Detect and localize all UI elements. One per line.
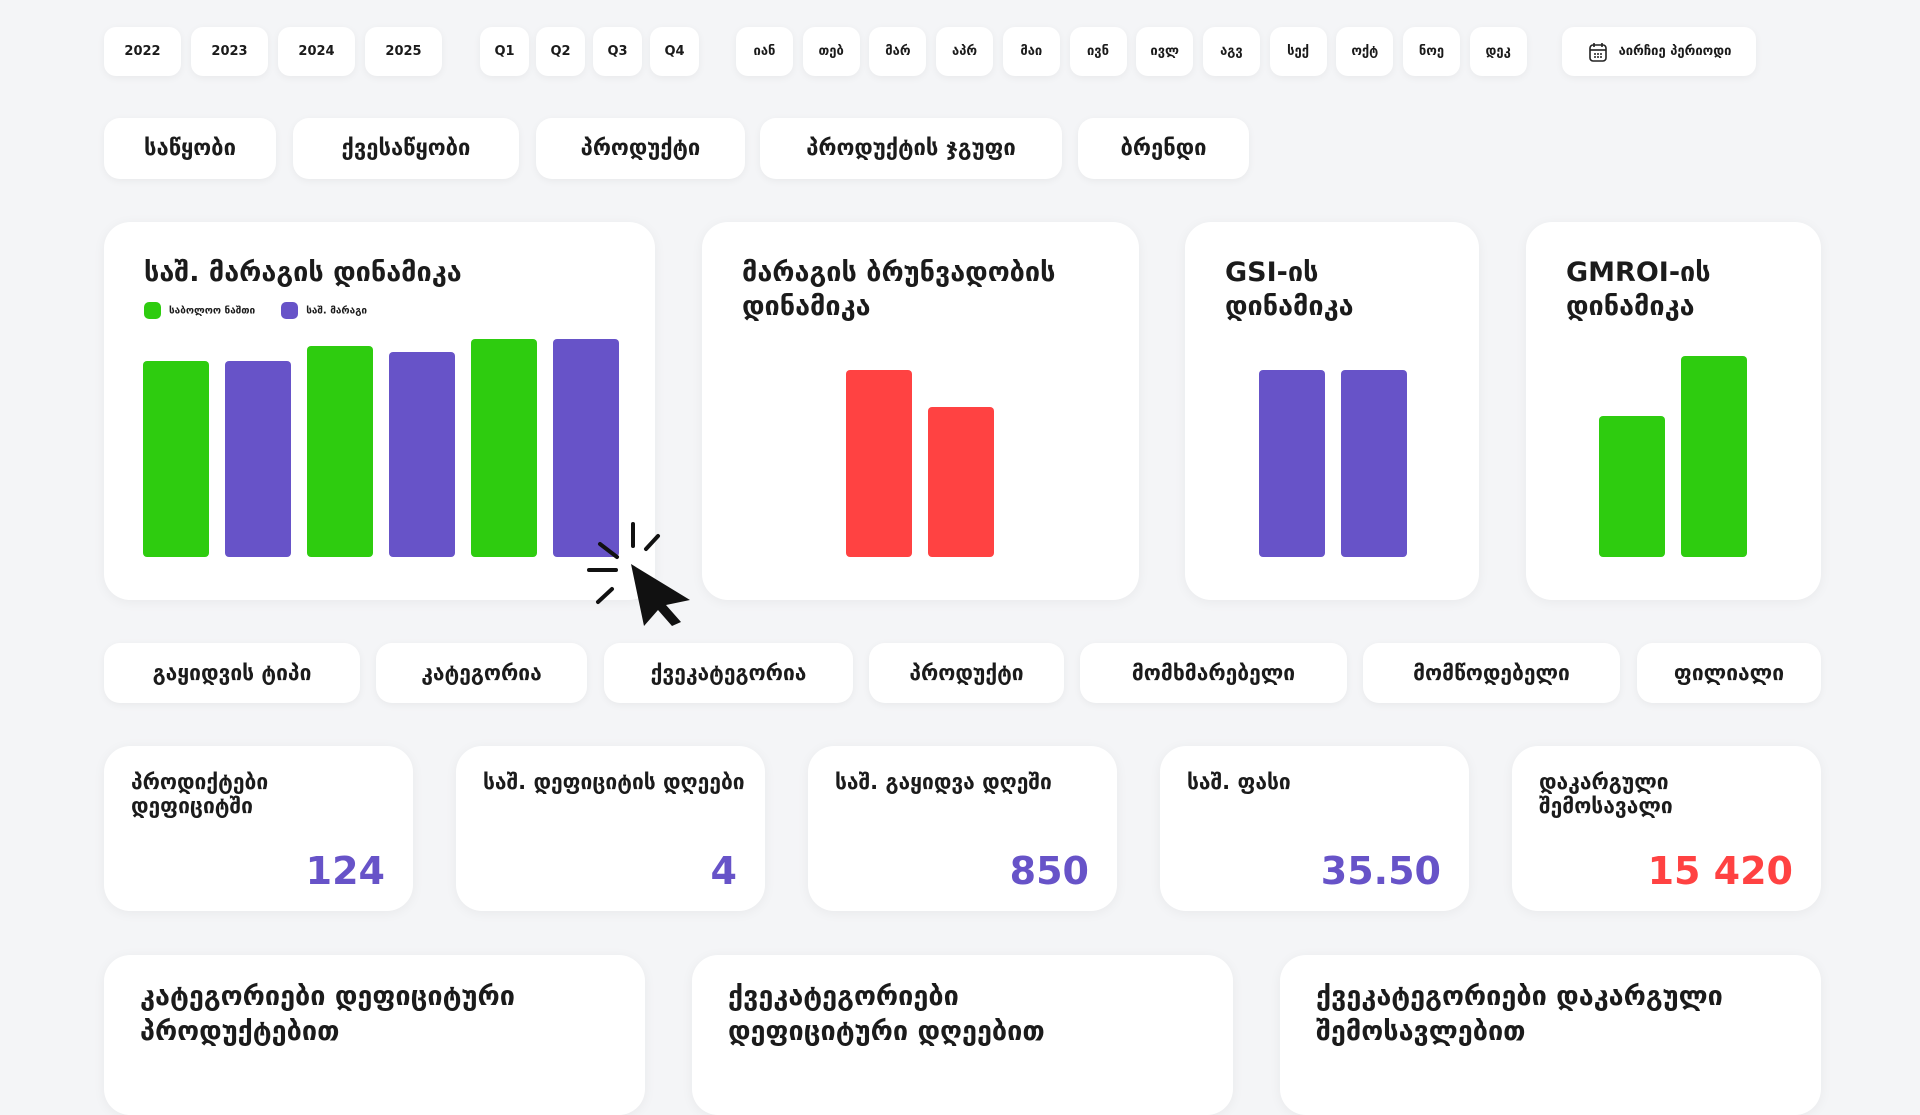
month-button[interactable]: ივნ xyxy=(1069,27,1127,76)
chart-title: მარაგის ბრუნვადობის დინამიკა xyxy=(742,257,1056,322)
choose-period-button[interactable]: აირჩიე პერიოდი xyxy=(1562,27,1756,76)
subcategories-deficit-days-card: ქვეკატეგორიები დეფიციტური დღეებით xyxy=(692,955,1233,1115)
choose-period-label: აირჩიე პერიოდი xyxy=(1618,44,1732,59)
year-2023-button[interactable]: 2023 xyxy=(191,27,268,76)
chart-bar xyxy=(389,352,455,557)
filter-category[interactable]: კატეგორია xyxy=(376,643,587,703)
month-button[interactable]: მაი xyxy=(1002,27,1060,76)
chart-bar xyxy=(307,345,373,557)
kpi-card-lost-revenue: დაკარგული შემოსავალი 15 420 xyxy=(1512,746,1821,911)
card-title: ქვეკატეგორიები დეფიციტური დღეებით xyxy=(728,981,1045,1047)
legend-item: საშ. მარაგი xyxy=(281,302,367,319)
filter-branch[interactable]: ფილიალი xyxy=(1637,643,1821,703)
chart-bar xyxy=(846,370,912,557)
year-2022-button[interactable]: 2022 xyxy=(104,27,181,76)
chart-bar xyxy=(1681,356,1747,557)
year-2024-button[interactable]: 2024 xyxy=(278,27,355,76)
chart-bar xyxy=(225,360,291,557)
quarter-q3-button[interactable]: Q3 xyxy=(593,27,642,76)
subcategories-lost-revenue-card: ქვეკატეგორიები დაკარგული შემოსავლებით xyxy=(1280,955,1821,1115)
month-button[interactable]: ივლ xyxy=(1136,27,1194,76)
kpi-card-deficit-products: პროდიქტები დეფიციტში 124 xyxy=(104,746,413,911)
month-button[interactable]: აპრ xyxy=(936,27,994,76)
filter-product[interactable]: პროდუქტი xyxy=(869,643,1064,703)
kpi-value: 35.50 xyxy=(1320,849,1441,893)
chart-bar xyxy=(471,339,537,557)
kpi-value: 850 xyxy=(1009,849,1089,893)
month-button[interactable]: იან xyxy=(736,27,793,76)
month-button[interactable]: დეკ xyxy=(1469,27,1527,76)
month-button[interactable]: ნოე xyxy=(1403,27,1460,76)
calendar-icon xyxy=(1588,42,1607,62)
chart-title: GSI-ის დინამიკა xyxy=(1225,257,1354,322)
tab-subwarehouse[interactable]: ქვესაწყობი xyxy=(293,118,519,179)
month-button[interactable]: თებ xyxy=(802,27,860,76)
legend-label: საშ. მარაგი xyxy=(306,305,368,317)
chart-bar xyxy=(553,339,619,557)
kpi-value: 4 xyxy=(710,849,737,893)
legend-item: საბოლოო ნაშთი xyxy=(144,302,255,319)
chart-bar xyxy=(1599,416,1665,557)
filter-customer[interactable]: მომხმარებელი xyxy=(1080,643,1347,703)
kpi-title: საშ. ფასი xyxy=(1187,770,1291,794)
chart-title: საშ. მარაგის დინამიკა xyxy=(144,257,462,288)
chart-bar xyxy=(1341,370,1407,557)
legend-label: საბოლოო ნაშთი xyxy=(169,305,256,317)
quarter-q4-button[interactable]: Q4 xyxy=(650,27,699,76)
month-button[interactable]: ოქტ xyxy=(1336,27,1394,76)
chart-title: GMROI-ის დინამიკა xyxy=(1566,257,1711,322)
tab-product-group[interactable]: პროდუქტის ჯგუფი xyxy=(760,118,1062,179)
month-button[interactable]: აგვ xyxy=(1202,27,1260,76)
month-button[interactable]: მარ xyxy=(869,27,927,76)
filter-subcategory[interactable]: ქვეკატეგორია xyxy=(604,643,853,703)
gmroi-dynamics-card: GMROI-ის დინამიკა xyxy=(1526,222,1821,600)
filter-supplier[interactable]: მომწოდებელი xyxy=(1363,643,1620,703)
gsi-dynamics-card: GSI-ის დინამიკა xyxy=(1185,222,1479,600)
kpi-card-avg-price: საშ. ფასი 35.50 xyxy=(1160,746,1469,911)
kpi-title: პროდიქტები დეფიციტში xyxy=(131,770,269,818)
kpi-value: 124 xyxy=(305,849,385,893)
chart-bar xyxy=(1259,370,1325,557)
avg-stock-dynamics-card: საშ. მარაგის დინამიკა საბოლოო ნაშთი საშ.… xyxy=(104,222,655,600)
chart-bar xyxy=(143,360,209,557)
chart-legend: საბოლოო ნაშთი საშ. მარაგი xyxy=(144,302,367,319)
card-title: ქვეკატეგორიები დაკარგული შემოსავლებით xyxy=(1316,981,1723,1047)
kpi-value: 15 420 xyxy=(1647,849,1793,893)
kpi-title: საშ. დეფიციტის დღეები xyxy=(483,770,745,794)
year-2025-button[interactable]: 2025 xyxy=(365,27,442,76)
chart-bar xyxy=(928,407,994,557)
tab-brand[interactable]: ბრენდი xyxy=(1078,118,1249,179)
quarter-q2-button[interactable]: Q2 xyxy=(536,27,585,76)
tab-product[interactable]: პროდუქტი xyxy=(536,118,745,179)
filter-sale-type[interactable]: გაყიდვის ტიპი xyxy=(104,643,360,703)
month-button[interactable]: სექ xyxy=(1269,27,1327,76)
kpi-card-daily-sales: საშ. გაყიდვა დღეში 850 xyxy=(808,746,1117,911)
kpi-title: საშ. გაყიდვა დღეში xyxy=(835,770,1052,794)
categories-deficit-products-card: კატეგორიები დეფიციტური პროდუქტებით xyxy=(104,955,645,1115)
kpi-title: დაკარგული შემოსავალი xyxy=(1539,770,1673,818)
card-title: კატეგორიები დეფიციტური პროდუქტებით xyxy=(140,981,515,1047)
turnover-dynamics-card: მარაგის ბრუნვადობის დინამიკა xyxy=(702,222,1139,600)
quarter-q1-button[interactable]: Q1 xyxy=(480,27,529,76)
tab-warehouse[interactable]: საწყობი xyxy=(104,118,276,179)
mouse-cursor-icon xyxy=(587,522,690,626)
kpi-card-deficit-days: საშ. დეფიციტის დღეები 4 xyxy=(456,746,765,911)
